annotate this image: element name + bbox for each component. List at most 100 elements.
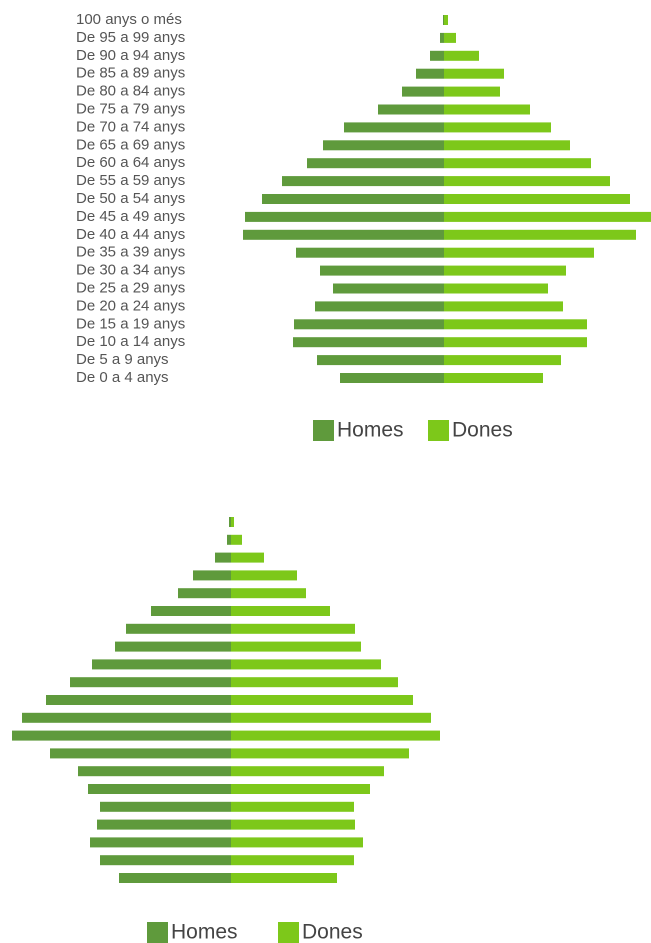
bar [444,265,566,276]
bar [90,837,231,848]
bar [440,32,444,43]
bar [282,176,444,187]
category-label: De 50 a 54 anys [76,190,185,207]
bar [231,623,355,634]
bar [231,784,370,794]
bar [444,283,548,294]
category-label: De 55 a 59 anys [76,172,185,189]
bar [444,247,594,258]
bar [231,873,337,883]
bar [231,534,242,545]
bar [245,211,444,222]
bar [323,140,444,151]
legend-label: Homes [171,921,238,943]
category-label: De 10 a 14 anys [76,333,185,350]
bar [315,301,444,312]
bar [344,122,444,133]
bar [100,855,231,866]
bar [50,748,231,759]
bar [231,695,413,705]
bar [231,712,431,723]
legend-swatch [313,420,334,441]
bar [231,517,234,527]
bar [231,659,381,670]
bar [97,819,231,830]
bar [262,194,444,204]
bar [430,50,444,61]
bar [444,319,587,330]
bar [317,355,444,366]
bar [444,50,479,61]
category-label: De 5 a 9 anys [76,351,169,368]
bar [126,623,231,634]
bar [444,337,587,348]
bar [78,766,231,777]
bar [231,570,297,581]
bar [229,517,231,527]
bar [193,570,231,581]
category-label: De 95 a 99 anys [76,29,185,46]
bar [231,552,264,563]
bar [231,855,354,866]
bar [227,534,231,545]
bar [231,677,398,688]
bar [231,819,355,830]
bar [444,104,530,115]
bar [178,588,231,599]
bar [444,158,591,169]
bar [444,301,563,312]
bar [444,122,551,133]
bar [444,86,500,97]
bar [231,588,306,599]
bar [378,104,444,115]
bar [231,730,440,741]
bar [231,641,361,652]
bar [22,712,231,723]
category-label: De 25 a 29 anys [76,279,185,296]
bar [215,552,231,563]
bar [444,176,610,187]
bar [151,606,231,616]
category-label: De 90 a 94 anys [76,47,185,64]
category-label: 100 anys o més [76,11,182,28]
bar [444,211,651,222]
bar [231,837,363,848]
category-label: De 45 a 49 anys [76,208,185,225]
bar [119,873,231,883]
category-label: De 0 a 4 anys [76,369,169,386]
legend-swatch [147,922,168,943]
legend-swatch [428,420,449,441]
category-label: De 85 a 89 anys [76,65,185,82]
legend-label: Dones [302,921,363,943]
category-label: De 40 a 44 anys [76,226,185,243]
bar [444,68,504,79]
legend-swatch [278,922,299,943]
legend-label: Homes [337,419,404,442]
legend-label: Dones [452,419,513,442]
bar [444,32,456,43]
bar [231,748,409,759]
category-label: De 75 a 79 anys [76,100,185,117]
bar [340,373,444,383]
bar [88,784,231,794]
bar [231,766,384,777]
bar [402,86,444,97]
category-label: De 70 a 74 anys [76,118,185,135]
bar [444,229,636,240]
bar [296,247,444,258]
bar [12,730,231,741]
bar [294,319,444,330]
bar [293,337,444,348]
bar [100,801,231,812]
category-label: De 20 a 24 anys [76,297,185,314]
bar [416,68,444,79]
bar [444,15,448,25]
bar [231,606,330,616]
bar [115,641,231,652]
bar [443,15,444,25]
bar [70,677,231,688]
bar [320,265,444,276]
bar [444,194,630,204]
bar [444,140,570,151]
